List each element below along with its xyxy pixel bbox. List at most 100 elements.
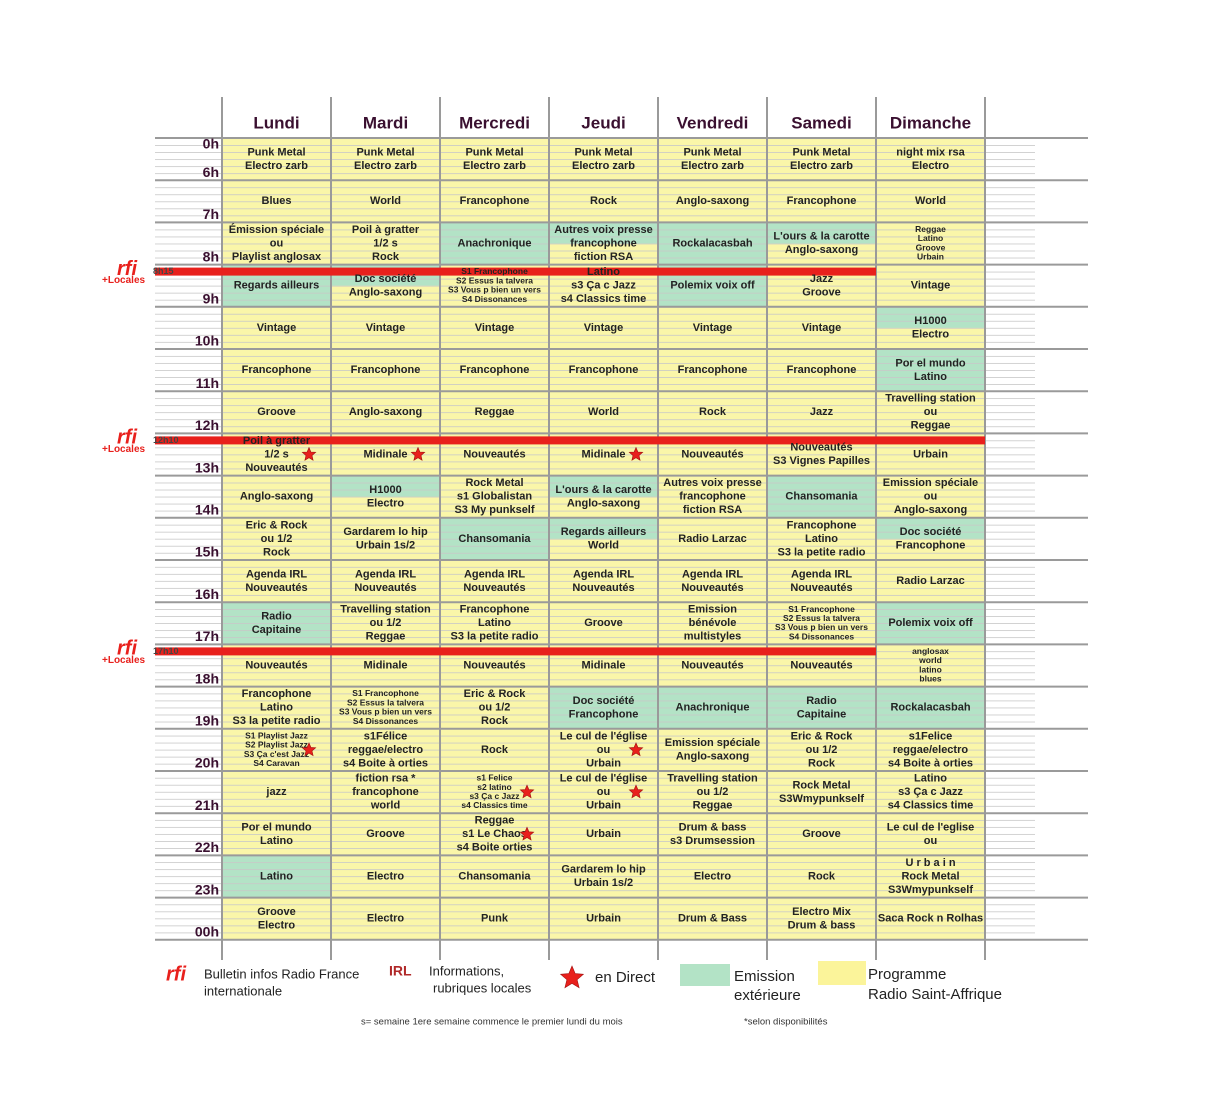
program-text: Poil à gratter — [243, 435, 311, 447]
program-text: Autres voix presse — [554, 224, 652, 236]
program-text: latino — [919, 664, 942, 674]
program-text: Electro zarb — [354, 160, 417, 172]
program-text: Rock — [372, 251, 400, 263]
program-text: Nouveautés — [790, 582, 852, 594]
program-text: Drum & bass — [679, 821, 747, 833]
program-text: Rock — [590, 195, 618, 207]
program-text: Francophone — [787, 195, 857, 207]
program-text: Drum & bass — [788, 919, 856, 931]
program-text: bénévole — [689, 617, 737, 629]
program-text: Eric & Rock — [464, 688, 527, 700]
program-text: Latino — [260, 835, 293, 847]
rfi-logo: rfi — [117, 427, 137, 449]
legend-green — [680, 964, 730, 986]
program-text: Punk Metal — [356, 146, 414, 158]
program-text: Rock — [481, 715, 509, 727]
program-text: Vintage — [475, 322, 515, 334]
program-text: s4 Boite à orties — [888, 757, 973, 769]
program-text: Agenda IRL — [682, 568, 743, 580]
program-text: Vintage — [911, 280, 951, 292]
hour-label: 20h — [195, 755, 219, 771]
program-text: Punk Metal — [574, 146, 632, 158]
program-text: s4 Boite orties — [457, 842, 533, 854]
program-text: Punk Metal — [792, 146, 850, 158]
program-text: Polemix voix off — [888, 617, 973, 629]
live-star — [628, 742, 644, 757]
program-text: blues — [919, 674, 941, 684]
program-text: s2 latino — [477, 782, 511, 792]
program-text: Radio — [806, 695, 837, 707]
program-text: Punk Metal — [247, 146, 305, 158]
program-text: Por el mundo — [895, 357, 966, 369]
legend-text: extérieure — [734, 987, 801, 1004]
program-text: ou 1/2 — [806, 744, 838, 756]
program-text: Eric & Rock — [246, 519, 309, 531]
hour-label: 8h — [203, 248, 219, 264]
program-text: Travelling station — [885, 393, 976, 405]
program-text: Doc société — [900, 526, 962, 538]
program-text: ou — [924, 491, 937, 503]
program-text: S3 la petite radio — [777, 546, 865, 558]
program-text: S4 Dissonances — [462, 294, 527, 304]
program-text: Groove — [584, 617, 623, 629]
hour-label: 15h — [195, 544, 219, 560]
program-text: Francophone — [896, 540, 966, 552]
program-text: Vintage — [257, 322, 297, 334]
program-text: Nouveautés — [463, 659, 525, 671]
rfi-locales: +Locales — [102, 444, 146, 455]
program-text: Nouveautés — [245, 462, 307, 474]
program-text: Travelling station — [340, 604, 431, 616]
program-text: Electro zarb — [790, 160, 853, 172]
program-text: Nouveautés — [245, 582, 307, 594]
day-header: Vendredi — [677, 113, 749, 132]
program-text: Regards ailleurs — [234, 280, 320, 292]
program-text: S1 Playlist Jazz — [245, 730, 308, 740]
program-text: Francophone — [460, 364, 530, 376]
program-text: Francophone — [460, 604, 530, 616]
program-text: Reggae — [693, 800, 733, 812]
program-text: Nouveautés — [790, 442, 852, 454]
program-text: Latino — [260, 870, 293, 882]
program-text: Midinale — [581, 448, 625, 460]
hour-label: 10h — [195, 333, 219, 349]
hour-label: 00h — [195, 924, 219, 940]
program-text: Rock — [263, 546, 291, 558]
program-text: Émission spéciale — [229, 223, 324, 236]
program-text: Vintage — [693, 322, 733, 334]
program-text: S3 la petite radio — [450, 631, 538, 643]
legend-text: Emission — [734, 968, 795, 985]
program-text: s1 Le Chaos — [462, 828, 527, 840]
program-text: multistyles — [684, 631, 741, 643]
program-text: Groove — [916, 242, 946, 252]
program-text: Electro — [367, 870, 405, 882]
program-text: Urbain 1s/2 — [356, 540, 415, 552]
program-text: Doc société — [573, 695, 635, 707]
program-text: Latino — [478, 617, 511, 629]
program-text: 1/2 s — [264, 448, 288, 460]
program-text: Radio Larzac — [678, 533, 746, 545]
live-star — [410, 446, 426, 461]
program-text: H1000 — [369, 484, 401, 496]
program-text: Anachronique — [458, 237, 532, 249]
rfi-locales: +Locales — [102, 275, 146, 286]
program-text: Blues — [262, 195, 292, 207]
program-text: Vintage — [802, 322, 842, 334]
program-text: Punk Metal — [465, 146, 523, 158]
program-text: S2 Essus la talvera — [456, 275, 533, 285]
program-text: S3Wmypunkself — [779, 793, 864, 805]
program-text: Rock — [808, 757, 836, 769]
hour-label: 19h — [195, 713, 219, 729]
legend-star — [559, 965, 585, 989]
program-text: s4 Classics time — [461, 800, 527, 810]
program-text: anglosax — [912, 646, 949, 656]
program-text: Rockalacasbah — [890, 702, 970, 714]
program-text: World — [588, 406, 619, 418]
program-text: S2 Essus la talvera — [783, 613, 860, 623]
rfi-time: 12h10 — [153, 435, 179, 445]
program-text: S3 Ça c'est Jazz — [244, 749, 309, 759]
hour-label: 14h — [195, 502, 219, 518]
program-text: L'ours & la carotte — [555, 484, 651, 496]
program-text: Capitaine — [797, 708, 847, 720]
program-text: Le cul de l'église — [560, 730, 648, 742]
program-text: Francophone — [569, 364, 639, 376]
